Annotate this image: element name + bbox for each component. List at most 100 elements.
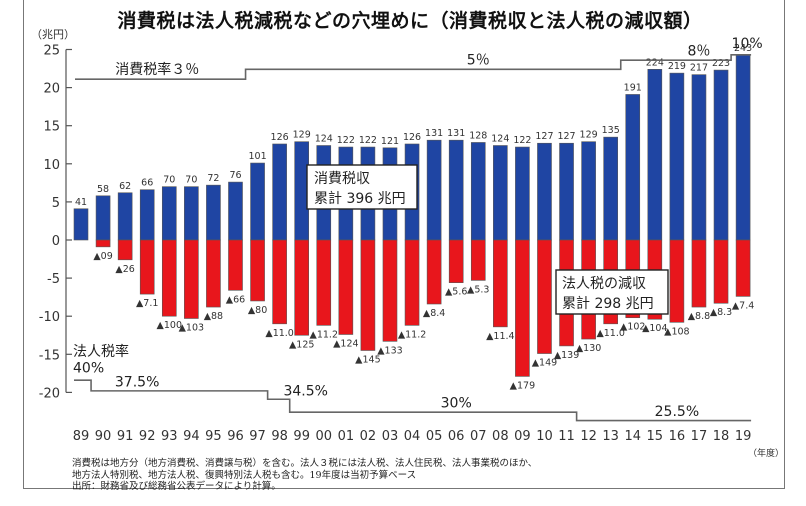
x-tick-label: 08 bbox=[492, 429, 509, 444]
consumption-tax-bar bbox=[426, 139, 442, 241]
corporate-value-label: ▲108 bbox=[664, 326, 689, 337]
corporate-value-label: ▲66 bbox=[226, 294, 245, 305]
x-tick-label: 18 bbox=[713, 429, 730, 444]
corporate-value-label: ▲5.3 bbox=[467, 284, 489, 295]
corporate-tax-cut-bar bbox=[316, 239, 332, 326]
consumption-tax-bar bbox=[250, 162, 265, 241]
corporate-total-value: 累計 298 兆円 bbox=[562, 296, 654, 312]
x-tick-label: 96 bbox=[227, 429, 244, 444]
corporate-tax-cut-bar bbox=[713, 239, 729, 304]
consumption-tax-bar bbox=[73, 208, 89, 241]
corporate-value-label: ▲80 bbox=[248, 305, 267, 316]
x-tick-label: 00 bbox=[315, 429, 332, 444]
corporate-tax-cut-bar bbox=[294, 239, 310, 336]
x-tick-label: 98 bbox=[271, 429, 288, 444]
x-tick-label: 91 bbox=[117, 429, 134, 444]
consumption-tax-bar bbox=[161, 186, 177, 241]
consumption-value-label: 191 bbox=[624, 82, 642, 93]
consumption-tax-bar bbox=[184, 186, 199, 241]
corporate-tax-cut-bar bbox=[250, 239, 265, 302]
corporate-tax-cut-bar bbox=[470, 239, 486, 281]
consumption-value-label: 70 bbox=[185, 175, 197, 186]
x-tick-label: 14 bbox=[624, 429, 641, 444]
corporate-value-label: ▲125 bbox=[289, 339, 314, 350]
chart-frame bbox=[23, 0, 785, 489]
corporate-tax-cut-bar bbox=[493, 239, 508, 328]
x-tick-label: 06 bbox=[448, 429, 465, 444]
corporate-value-label: ▲11.4 bbox=[486, 331, 514, 342]
corporate-value-label: ▲7.1 bbox=[136, 298, 158, 309]
consumption-value-label: 62 bbox=[119, 181, 131, 192]
x-tick-label: 92 bbox=[139, 429, 156, 444]
consumption-tax-bar bbox=[537, 142, 552, 241]
corporate-tax-cut-bar bbox=[117, 239, 133, 261]
corporate-tax-cut-bar bbox=[537, 239, 552, 354]
x-tick-label: 12 bbox=[580, 429, 597, 444]
x-tick-label: 93 bbox=[161, 429, 178, 444]
consumption-total-box bbox=[306, 164, 418, 210]
consumption-tax-bar bbox=[669, 72, 685, 241]
corporate-tax-cut-bar bbox=[382, 239, 398, 342]
corporate-tax-rate-title: 法人税率 bbox=[73, 343, 129, 360]
consumption-value-label: 66 bbox=[141, 178, 153, 189]
corporate-value-label: ▲103 bbox=[179, 322, 204, 333]
x-tick-label: 99 bbox=[293, 429, 310, 444]
consumption-value-label: 72 bbox=[207, 173, 219, 184]
x-axis-unit-label: （年度） bbox=[748, 449, 785, 459]
x-tick-label: 11 bbox=[558, 429, 575, 444]
x-tick-label: 94 bbox=[183, 429, 200, 444]
corporate-value-label: ▲8.8 bbox=[688, 311, 710, 322]
consumption-value-label: 124 bbox=[491, 134, 509, 145]
y-tick-label: 15 bbox=[43, 120, 60, 135]
consumption-value-label: 41 bbox=[75, 197, 87, 208]
consumption-value-label: 223 bbox=[712, 58, 730, 69]
x-tick-label: 05 bbox=[426, 429, 443, 444]
consumption-value-label: 121 bbox=[381, 136, 399, 147]
y-tick-label: 10 bbox=[43, 158, 60, 173]
consumption-value-label: 127 bbox=[535, 131, 553, 142]
consumption-tax-bar bbox=[515, 146, 530, 241]
consumption-tax-bar bbox=[647, 69, 663, 241]
x-tick-label: 03 bbox=[382, 429, 399, 444]
corporate-value-label: ▲104 bbox=[642, 323, 667, 334]
x-tick-label: 10 bbox=[536, 429, 553, 444]
consumption-total-value: 累計 396 兆円 bbox=[314, 191, 406, 207]
consumption-value-label: 127 bbox=[557, 131, 575, 142]
corporate-value-label: ▲09 bbox=[93, 251, 112, 262]
corporate-value-label: ▲11.0 bbox=[265, 328, 293, 339]
consumption-value-label: 126 bbox=[271, 132, 289, 143]
consumption-value-label: 243 bbox=[734, 43, 752, 54]
consumption-tax-bar bbox=[228, 181, 243, 241]
consumption-value-label: 122 bbox=[337, 135, 355, 146]
corporate-value-label: ▲26 bbox=[115, 264, 134, 275]
consumption-value-label: 101 bbox=[248, 151, 266, 162]
footnotes: 消費税は地方分（地方消費税、消費譲与税）を含む。法人３税には法人税、法人住民税、… bbox=[72, 458, 537, 493]
consumption-value-label: 217 bbox=[690, 63, 708, 74]
corporate-tax-rate-label: 34.5% bbox=[283, 383, 327, 399]
consumption-tax-rate-label: 10% bbox=[732, 36, 763, 52]
corporate-value-label: ▲7.4 bbox=[732, 300, 754, 311]
y-tick-label: -20 bbox=[39, 386, 60, 401]
corporate-tax-cut-bar bbox=[272, 239, 287, 325]
corporate-tax-cut-bar bbox=[669, 239, 685, 323]
consumption-tax-bar bbox=[272, 143, 287, 241]
x-tick-label: 04 bbox=[404, 429, 421, 444]
corporate-total-title: 法人税の減収 bbox=[562, 275, 646, 292]
consumption-total-title: 消費税収 bbox=[314, 171, 370, 187]
consumption-tax-bar bbox=[448, 139, 464, 241]
corporate-tax-cut-bar bbox=[426, 239, 442, 305]
chart-title: 消費税は法人税減税などの穴埋めに（消費税収と法人税の減収額） bbox=[117, 10, 703, 32]
x-tick-label: 13 bbox=[602, 429, 619, 444]
consumption-value-label: 129 bbox=[293, 130, 311, 141]
corporate-total-box bbox=[555, 269, 669, 315]
x-tick-label: 17 bbox=[691, 429, 708, 444]
consumption-value-label: 58 bbox=[97, 184, 109, 195]
y-tick-label: 5 bbox=[52, 196, 60, 211]
corporate-tax-cut-bar bbox=[515, 239, 530, 377]
consumption-tax-bar bbox=[735, 54, 751, 241]
footnote-line: 出所：財務省及び総務省公表データにより計算。 bbox=[72, 481, 281, 492]
corporate-value-label: ▲100 bbox=[157, 320, 182, 331]
corporate-value-label: ▲8.3 bbox=[710, 307, 732, 318]
corporate-tax-cut-bar bbox=[404, 239, 420, 326]
